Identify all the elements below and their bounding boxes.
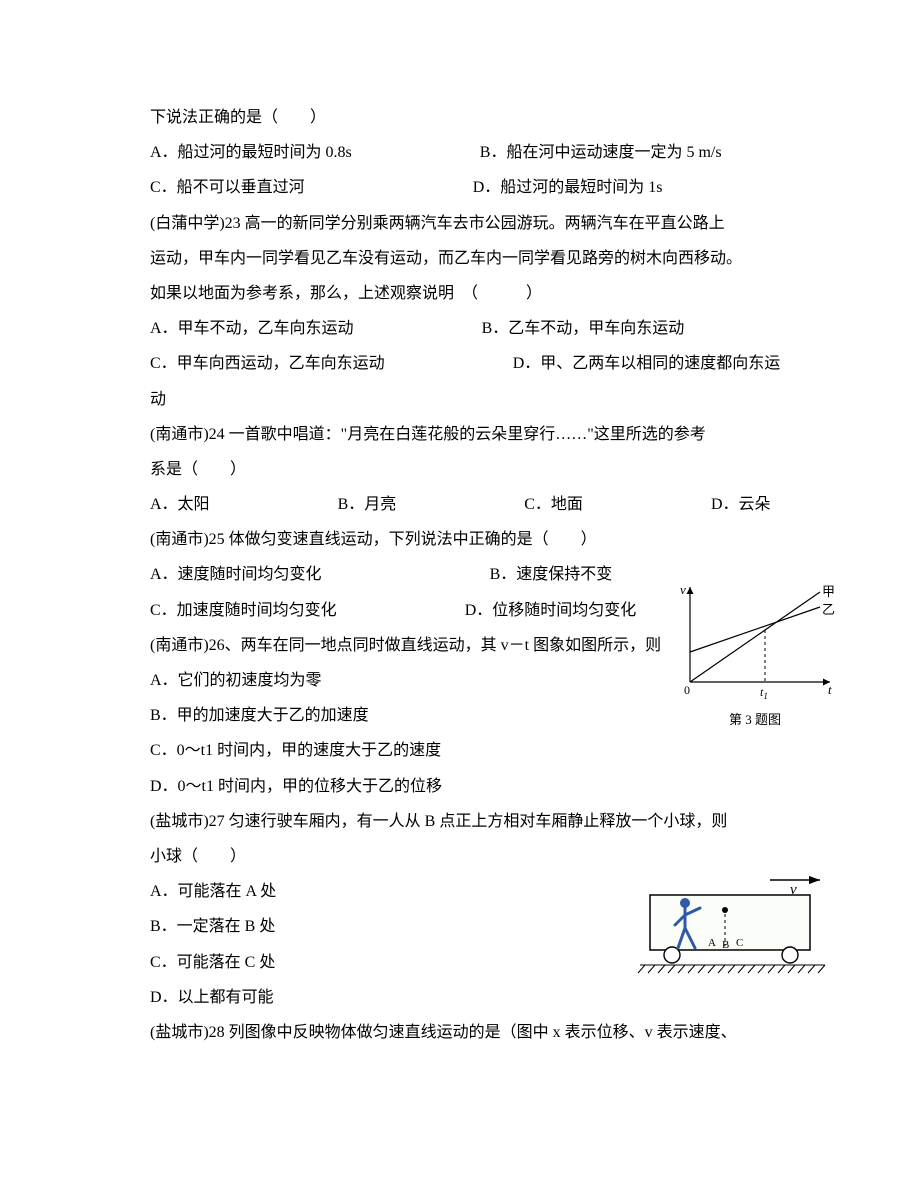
q22-optA: A．船过河的最短时间为 0.8s <box>150 144 352 161</box>
q23-optA: A．甲车不动，乙车向东运动 <box>150 320 354 337</box>
q27-source: (盐城市)27 <box>150 813 229 830</box>
q25-source: (南通市)25 <box>150 531 229 548</box>
q24-optA: A．太阳 <box>150 496 210 513</box>
svg-text:0: 0 <box>684 683 690 697</box>
svg-text:B: B <box>722 939 729 951</box>
q23-optD-cont: 动 <box>150 382 800 417</box>
q27-optD: D．以上都有可能 <box>150 980 800 1015</box>
q24-options: A．太阳 B．月亮 C．地面 D．云朵 <box>150 487 800 522</box>
svg-text:C: C <box>736 937 743 949</box>
q22-optB: B．船在河中运动速度一定为 5 m/s <box>480 144 722 161</box>
q26-figure-caption: 第 3 题图 <box>670 709 840 728</box>
svg-text:t: t <box>828 682 832 697</box>
q23-source: (白蒲中学)23 <box>150 215 245 232</box>
q23-options-row1: A．甲车不动，乙车向东运动 B．乙车不动，甲车向东运动 <box>150 311 800 346</box>
q23-optD: D．甲、乙两车以相同的速度都向东运 <box>513 355 781 372</box>
q26-source: (南通市)26、 <box>150 637 241 654</box>
svg-text:t1: t1 <box>760 685 768 701</box>
svg-text:v: v <box>680 582 686 597</box>
q22-optD: D．船过河的最短时间为 1s <box>473 179 663 196</box>
q25-optC: C．加速度随时间均匀变化 <box>150 602 337 619</box>
svg-text:乙: 乙 <box>822 602 835 617</box>
q24-stem-1: (南通市)24 一首歌中唱道："月亮在白莲花般的云朵里穿行……"这里所选的参考 <box>150 417 800 452</box>
q26-optC: C．0～t1 时间内，甲的速度大于乙的速度 <box>150 733 800 768</box>
q23-optB: B．乙车不动，甲车向东运动 <box>482 320 685 337</box>
q24-optB: B．月亮 <box>338 496 397 513</box>
q24-optD: D．云朵 <box>711 496 771 513</box>
train-svg: v <box>630 870 830 980</box>
svg-text:甲: 甲 <box>822 584 835 599</box>
q23-stem-3: 如果以地面为参考系，那么，上述观察说明 （ ） <box>150 276 800 311</box>
q25-stem: (南通市)25 体做匀变速直线运动，下列说法中正确的是（ ） <box>150 522 800 557</box>
q22-options-row2: C．船不可以垂直过河 D．船过河的最短时间为 1s <box>150 170 800 205</box>
q26-optD: D．0～t1 时间内，甲的位移大于乙的位移 <box>150 769 800 804</box>
q28-stem: (盐城市)28 列图像中反映物体做匀速直线运动的是（图中 x 表示位移、v 表示… <box>150 1015 800 1050</box>
svg-text:A: A <box>708 937 716 949</box>
q24-stem-2: 系是（ ） <box>150 452 800 487</box>
q28-source: (盐城市)28 <box>150 1024 229 1041</box>
q22-stem-tail: 下说法正确的是（ ） <box>150 100 800 135</box>
q23-stem-2: 运动，甲车内一同学看见乙车没有运动，而乙车内一同学看见路旁的树木向西移动。 <box>150 241 800 276</box>
q23-options-row2: C．甲车向西运动，乙车向东运动 D．甲、乙两车以相同的速度都向东运 <box>150 346 800 381</box>
q25-optD: D．位移随时间均匀变化 <box>465 602 637 619</box>
q27-figure: v <box>630 870 830 980</box>
q22-options-row1: A．船过河的最短时间为 0.8s B．船在河中运动速度一定为 5 m/s <box>150 135 800 170</box>
q26-figure: v t 0 t1 甲 乙 第 3 题图 <box>670 582 840 722</box>
q25-optA: A．速度随时间均匀变化 <box>150 566 322 583</box>
q27-stem-1: (盐城市)27 匀速行驶车厢内，有一人从 B 点正上方相对车厢静止释放一个小球，… <box>150 804 800 839</box>
q23-stem-1: (白蒲中学)23 高一的新同学分别乘两辆汽车去市公园游玩。两辆汽车在平直公路上 <box>150 206 800 241</box>
q24-optC: C．地面 <box>524 496 583 513</box>
q25-optB: B．速度保持不变 <box>490 566 613 583</box>
q27-stem-2: 小球（ ） <box>150 839 800 874</box>
exam-page: 下说法正确的是（ ） A．船过河的最短时间为 0.8s B．船在河中运动速度一定… <box>0 0 920 1192</box>
q22-optC: C．船不可以垂直过河 <box>150 179 305 196</box>
q24-source: (南通市)24 <box>150 426 229 443</box>
vt-graph-svg: v t 0 t1 甲 乙 <box>670 582 840 702</box>
q23-optC: C．甲车向西运动，乙车向东运动 <box>150 355 385 372</box>
